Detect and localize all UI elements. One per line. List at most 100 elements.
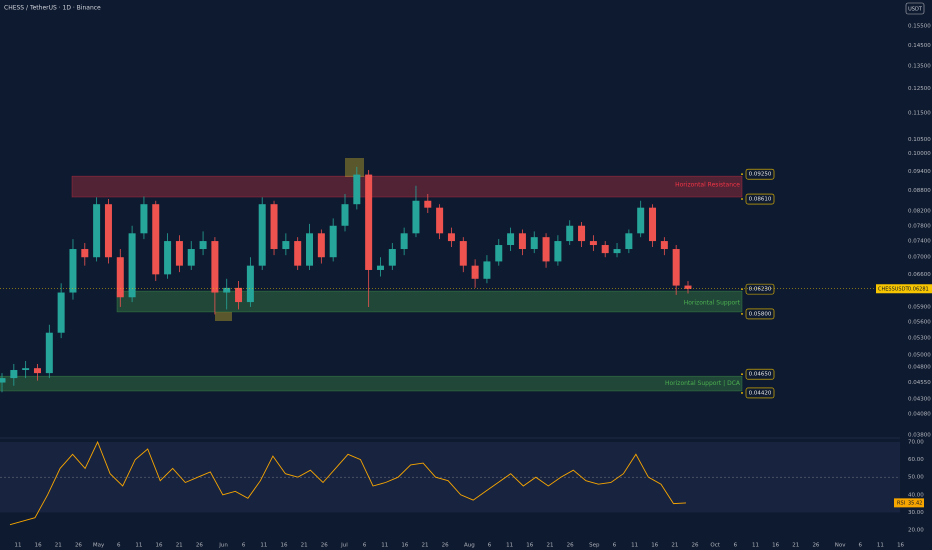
y-tick-label: 0.05900 — [908, 304, 931, 310]
level-label: 0.04420 — [749, 390, 772, 396]
highlight — [215, 312, 232, 321]
y-tick-label: 60.00 — [908, 457, 924, 463]
level-box — [745, 387, 775, 399]
candle-body — [518, 233, 526, 250]
y-tick-label: 0.09400 — [908, 169, 931, 175]
x-tick-label: Nov — [835, 543, 846, 549]
candle-body — [33, 368, 41, 374]
zone — [0, 375, 743, 392]
y-tick-label: 0.03800 — [908, 432, 931, 438]
candle-body — [495, 245, 503, 262]
chart-title: CHESS / TetherUS · 1D · Binance — [4, 5, 101, 12]
candle-body — [282, 241, 290, 250]
candle-body — [104, 204, 112, 258]
candle-body — [554, 241, 562, 262]
x-tick-label: 26 — [196, 543, 203, 549]
y-tick-label: 0.05300 — [908, 336, 931, 342]
x-tick-label: 11 — [15, 543, 22, 549]
y-tick-label: 0.07000 — [908, 255, 931, 261]
candle-body — [306, 233, 314, 266]
x-tick-label: 11 — [752, 543, 759, 549]
zone-label: Horizontal Support | DCA — [665, 380, 741, 387]
candle-body — [258, 204, 266, 266]
zone — [71, 175, 743, 198]
level-dot — [741, 313, 743, 315]
level-dot — [741, 173, 743, 176]
x-tick-label: 11 — [135, 543, 142, 549]
currency[interactable]: USDT — [908, 7, 923, 13]
candle-body — [578, 225, 586, 242]
y-tick-label: 0.10000 — [908, 151, 931, 157]
candle-body — [376, 265, 384, 270]
candle-body — [329, 225, 337, 258]
x-tick-label: 21 — [422, 543, 429, 549]
y-tick-label: 40.00 — [908, 492, 924, 498]
candle-body — [637, 207, 645, 234]
x-tick-label: 11 — [381, 543, 388, 549]
level-label: 0.05800 — [749, 311, 772, 317]
candle-body — [152, 204, 160, 275]
candle-body — [483, 261, 491, 279]
candle-body — [246, 265, 254, 303]
currency-box[interactable] — [905, 2, 925, 15]
candle-body — [0, 378, 6, 383]
candle-body — [424, 200, 432, 208]
candle-body — [365, 174, 373, 270]
x-tick-label: 16 — [772, 543, 779, 549]
level-dot — [741, 198, 743, 200]
x-tick-label: Aug — [464, 543, 475, 549]
x-tick-label: 11 — [631, 543, 638, 549]
rsi-line — [9, 440, 687, 526]
y-tick-label: 0.04300 — [908, 396, 931, 402]
candle-body — [649, 207, 657, 242]
candle-body — [235, 287, 243, 303]
candle-body — [507, 233, 515, 246]
level-label: 0.04650 — [749, 372, 772, 378]
candle-body — [199, 241, 207, 250]
level-label: 0.09250 — [749, 172, 772, 178]
candle-body — [459, 241, 467, 266]
x-tick-label: 6 — [613, 543, 617, 549]
candle-body — [81, 249, 89, 258]
candle-body — [69, 249, 77, 293]
x-tick-label: 16 — [280, 543, 287, 549]
level-label: 0.08610 — [749, 197, 772, 203]
candle-body — [613, 249, 621, 254]
x-tick-label: Oct — [710, 543, 720, 549]
candle-body — [294, 241, 302, 266]
y-tick-label: 50.00 — [908, 475, 924, 481]
candle-body — [601, 245, 609, 254]
x-tick-label: 16 — [526, 543, 533, 549]
candle-body — [542, 237, 550, 262]
x-tick-label: Jun — [218, 543, 228, 549]
x-tick-label: Jul — [340, 543, 348, 549]
y-tick-label: 0.12500 — [908, 86, 931, 92]
y-tick-label: 0.10500 — [908, 137, 931, 143]
level-box — [745, 193, 775, 205]
x-tick-label: 26 — [692, 543, 699, 549]
x-tick-label: 16 — [651, 543, 658, 549]
y-tick-label: 0.08800 — [908, 188, 931, 194]
candle-body — [341, 204, 349, 226]
y-tick-label: 0.05600 — [908, 320, 931, 326]
y-tick-label: 0.05000 — [908, 353, 931, 359]
y-tick-label: 0.07800 — [908, 223, 931, 229]
candle-body — [10, 370, 18, 379]
candle-body — [187, 249, 195, 266]
x-tick-label: 21 — [176, 543, 183, 549]
candle-body — [317, 233, 325, 258]
x-tick-label: 6 — [488, 543, 492, 549]
candle-body — [140, 204, 148, 234]
candle-body — [589, 241, 597, 246]
candle-body — [45, 332, 53, 374]
y-tick-label: 0.11500 — [908, 110, 931, 116]
x-tick-label: 6 — [859, 543, 863, 549]
x-tick-label: 11 — [877, 543, 884, 549]
zone-label: Horizontal Support — [684, 299, 741, 306]
last-price-name: CHESSUSDT — [878, 286, 909, 292]
x-tick-label: 26 — [321, 543, 328, 549]
rsi-value: 35.42 — [908, 500, 922, 506]
y-tick-label: 0.07400 — [908, 239, 931, 245]
candle-body — [22, 368, 30, 371]
